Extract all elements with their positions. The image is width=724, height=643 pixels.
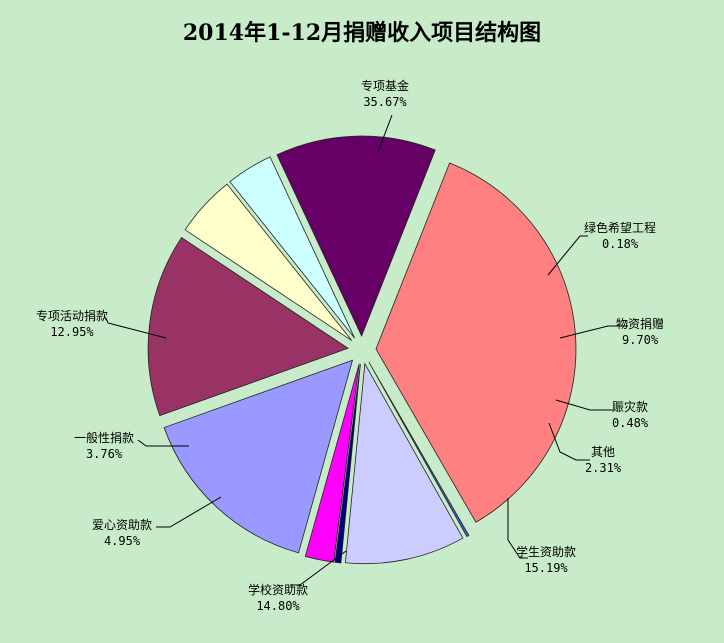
leader-line-5 [548, 422, 590, 461]
slice-value-9: 3.76% [86, 447, 123, 461]
slice-value-5: 2.31% [585, 461, 622, 475]
slice-label-4: 赈灾款 [612, 399, 648, 414]
leader-line-8 [156, 496, 222, 528]
chart-title: 2014年1-12月捐赠收入项目结构图 [183, 20, 541, 46]
slice-labels: 专项基金 35.67% 绿色希望工程 0.18% 物资捐赠 9.70% 赈灾款 0.48% 其他… [36, 78, 664, 613]
slice-value-3: 9.70% [622, 333, 659, 347]
pie-slice-5 [304, 363, 360, 563]
leader-line-1 [377, 114, 393, 153]
leader-line-4 [555, 399, 614, 411]
slice-label-6: 学生资助款 [516, 544, 576, 559]
leader-line-9 [137, 439, 189, 447]
slice-label-10: 专项活动捐款 [36, 308, 108, 323]
pie-slice-10 [276, 135, 436, 338]
slice-label-1: 专项基金 [361, 78, 409, 93]
slice-value-7: 14.80% [256, 599, 300, 613]
pie-slices [147, 135, 577, 565]
pie-slice-3 [344, 362, 464, 565]
leader-line-3 [559, 325, 628, 339]
slice-label-9: 一般性捐款 [74, 430, 134, 445]
leader-line-10 [105, 317, 167, 339]
slice-label-2: 绿色希望工程 [584, 220, 656, 235]
slice-label-3: 物资捐赠 [616, 317, 664, 331]
slice-label-7: 学校资助款 [248, 582, 308, 597]
leader-line-2 [547, 235, 588, 276]
pie-slice-9 [229, 156, 355, 339]
pie-slice-6 [163, 359, 354, 554]
slice-label-8: 爱心资助款 [92, 518, 152, 532]
pie-slice-2 [368, 361, 470, 538]
slice-value-1: 35.67% [363, 95, 407, 109]
leader-line-6 [507, 498, 528, 559]
leader-line-7 [290, 550, 347, 586]
pie-slice-8 [184, 183, 352, 341]
slice-value-2: 0.18% [602, 237, 639, 251]
pie-slice-7 [147, 237, 349, 417]
slice-value-4: 0.48% [612, 416, 649, 430]
slice-value-8: 4.95% [104, 534, 141, 548]
slice-value-6: 15.19% [524, 561, 568, 575]
leader-lines [105, 114, 628, 586]
slice-value-10: 12.95% [50, 325, 94, 339]
pie-slice-4 [334, 363, 361, 564]
slice-label-5: 其他 [591, 445, 615, 459]
